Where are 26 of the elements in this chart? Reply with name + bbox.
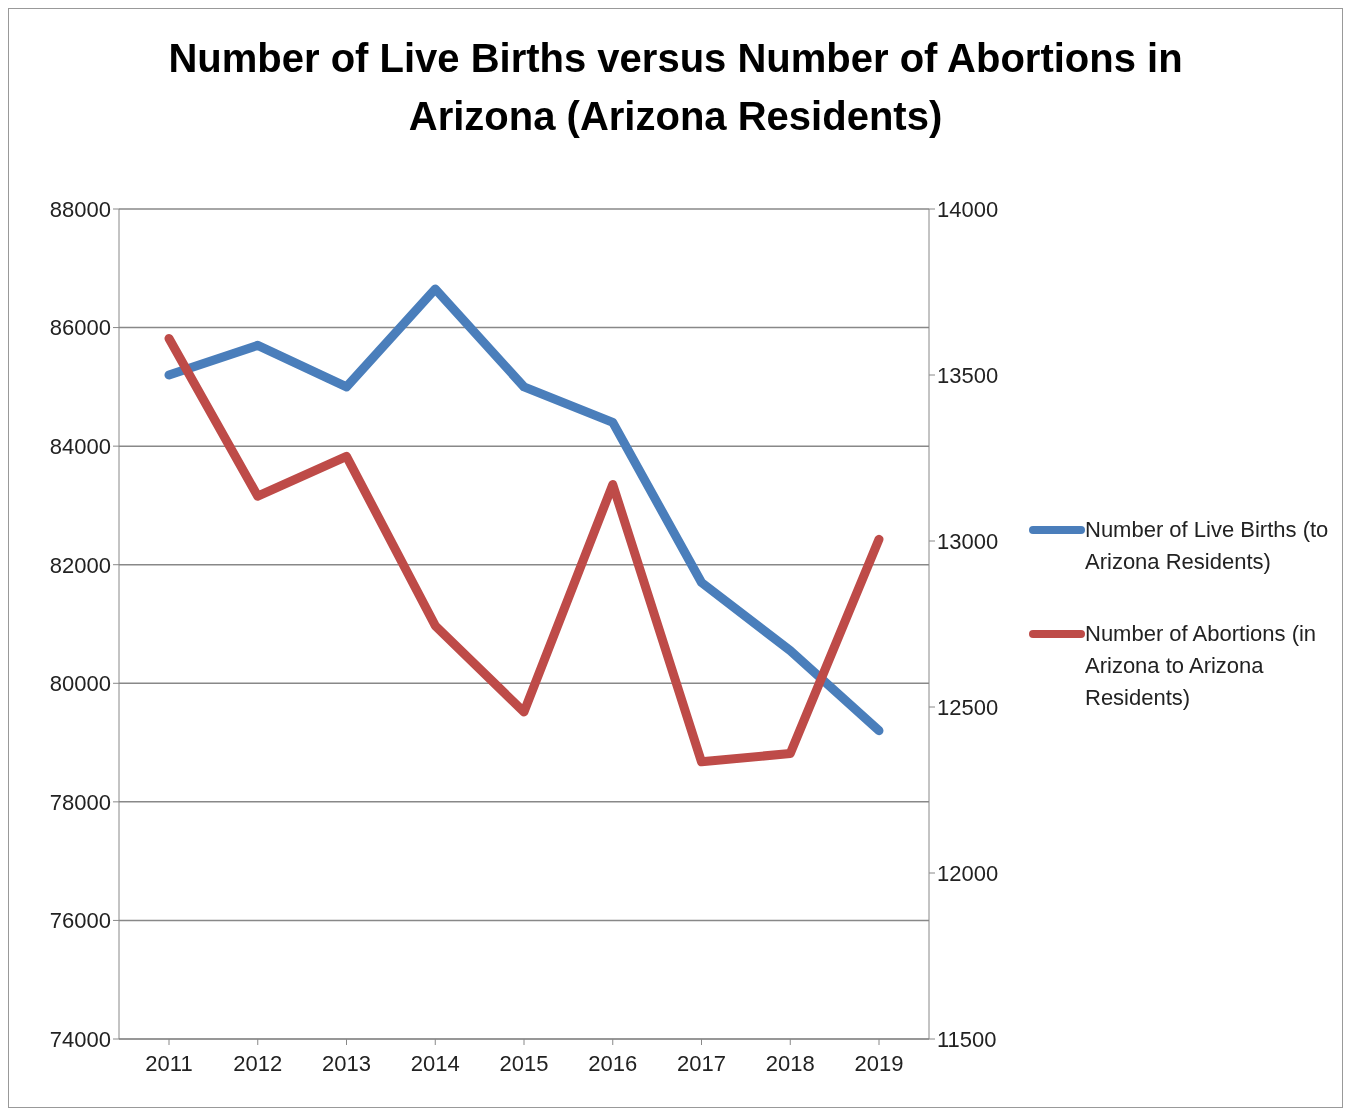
y2-tick-label: 11500 bbox=[937, 1026, 997, 1052]
legend-label: Number of Abortions (in Arizona to Arizona Residents) bbox=[1085, 620, 1318, 712]
y2-tick-label: 12500 bbox=[937, 694, 999, 720]
y2-tick-label: 14000 bbox=[937, 196, 999, 222]
x-tick-label: 2017 bbox=[677, 1050, 726, 1076]
y2-tick-label: 13000 bbox=[937, 528, 999, 554]
y-tick-label: 88000 bbox=[49, 196, 111, 222]
y-tick-label: 80000 bbox=[49, 671, 111, 697]
y-tick-label: 78000 bbox=[49, 789, 111, 815]
legend-label: Number of Live Births (to Arizona Residents) bbox=[1085, 516, 1329, 576]
y-tick-label: 86000 bbox=[49, 315, 111, 341]
y-tick-label: 84000 bbox=[49, 433, 111, 459]
y-tick-label: 82000 bbox=[49, 552, 111, 578]
y2-tick-label: 13500 bbox=[937, 362, 999, 388]
chart-title: Number of Live Births versus Number of Abortions in Arizona (Arizona Residents) bbox=[167, 35, 1184, 140]
y2-tick-label: 12000 bbox=[937, 860, 999, 886]
x-tick-label: 2018 bbox=[765, 1050, 815, 1076]
x-tick-label: 2013 bbox=[322, 1050, 371, 1076]
x-tick-label: 2015 bbox=[499, 1050, 549, 1076]
y-tick-label: 74000 bbox=[49, 1026, 111, 1052]
y-tick-label: 76000 bbox=[49, 908, 111, 934]
x-tick-label: 2019 bbox=[854, 1050, 904, 1076]
x-tick-label: 2016 bbox=[588, 1050, 638, 1076]
x-tick-label: 2012 bbox=[233, 1050, 283, 1076]
x-tick-label: 2014 bbox=[410, 1050, 460, 1076]
x-tick-label: 2011 bbox=[145, 1050, 193, 1076]
